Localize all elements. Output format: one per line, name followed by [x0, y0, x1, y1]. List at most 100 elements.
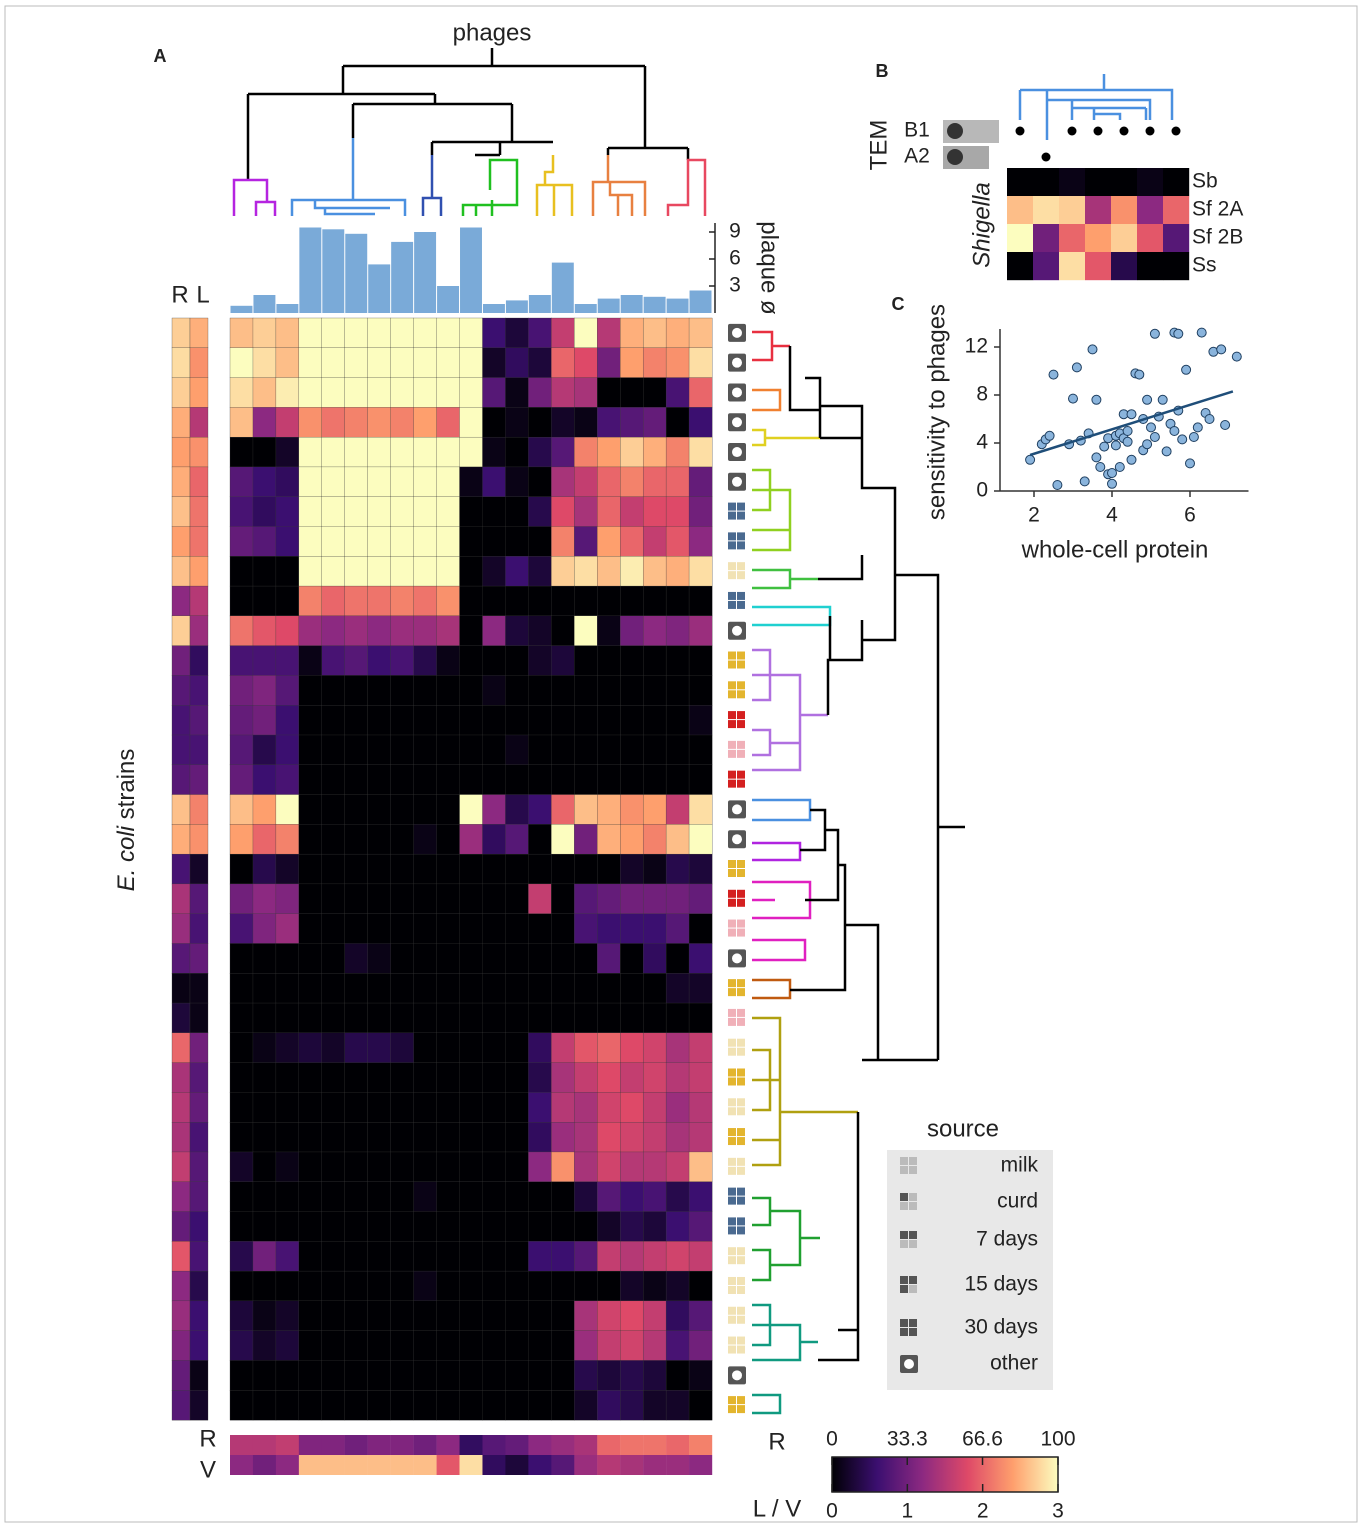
heat-cell: [574, 1271, 597, 1301]
heat-cell: [368, 497, 391, 527]
heat-cell: [230, 1122, 253, 1152]
heat-cell: [276, 467, 299, 497]
icon-dot: [732, 477, 742, 487]
heat-cell: [299, 1331, 322, 1361]
heat-cell: [689, 1063, 712, 1093]
icon-square: [728, 771, 736, 779]
heat-cell: [460, 914, 483, 944]
heat-cell: [253, 1331, 276, 1361]
heat-cell: [597, 1331, 620, 1361]
heat-cell: [391, 407, 414, 437]
heat-cell: [643, 1390, 666, 1420]
heat-cell: [551, 824, 574, 854]
bottom-cell: [597, 1435, 620, 1455]
heat-cell: [276, 556, 299, 586]
source-icon: [728, 354, 746, 372]
heat-cell: [551, 735, 574, 765]
heat-cell: [597, 705, 620, 735]
heat-cell: [689, 1301, 712, 1331]
heat-cell: [620, 646, 643, 676]
heat-cell: [414, 943, 437, 973]
tem-image-head: [947, 149, 963, 165]
bottom-cell: [482, 1435, 505, 1455]
heat-cell: [391, 1271, 414, 1301]
heat-cell: [597, 407, 620, 437]
heat-cell: [643, 675, 666, 705]
point: [1053, 481, 1062, 490]
icon-square: [737, 1247, 745, 1255]
point: [1197, 328, 1206, 337]
point: [1123, 427, 1132, 436]
source-icon: [728, 1277, 745, 1294]
side-cell: [172, 1182, 190, 1212]
bottom-cell: [551, 1435, 574, 1455]
heat-cell: [460, 824, 483, 854]
heat-cell: [460, 556, 483, 586]
source-icon: [728, 1396, 745, 1413]
heat-cell: [551, 1152, 574, 1182]
heat-cell: [276, 973, 299, 1003]
heat-cell: [230, 1331, 253, 1361]
heat-cell: [253, 467, 276, 497]
tem-dot: [1042, 153, 1051, 162]
heat-cell: [551, 467, 574, 497]
heat-cell: [505, 675, 528, 705]
heat-cell: [414, 1271, 437, 1301]
heat-cell: [528, 1033, 551, 1063]
heat-cell: [253, 735, 276, 765]
side-cell: [190, 1241, 208, 1271]
heat-cell: [253, 616, 276, 646]
legend-label: 15 days: [964, 1273, 1038, 1296]
heat-cell: [253, 1271, 276, 1301]
heat-cell: [528, 378, 551, 408]
heat-cell: [574, 1122, 597, 1152]
point: [1158, 395, 1167, 404]
side-cell: [190, 1003, 208, 1033]
heat-cell: [597, 467, 620, 497]
heat-cell: [1033, 168, 1059, 196]
heat-cell: [276, 824, 299, 854]
heat-cell: [391, 1003, 414, 1033]
heat-cell: [437, 437, 460, 467]
heat-cell: [368, 1271, 391, 1301]
heat-cell: [666, 854, 689, 884]
heat-cell: [505, 1301, 528, 1331]
icon-square: [728, 1188, 736, 1196]
heat-cell: [1059, 252, 1085, 280]
y-tick-label: 12: [965, 335, 988, 358]
heat-cell: [505, 795, 528, 825]
heat-cell: [528, 407, 551, 437]
heat-cell: [391, 1360, 414, 1390]
heat-cell: [230, 1390, 253, 1420]
heat-cell: [460, 407, 483, 437]
side-cell: [172, 1271, 190, 1301]
heat-cell: [414, 1152, 437, 1182]
heat-cell: [368, 318, 391, 348]
heat-cell: [391, 348, 414, 378]
source-icon: [728, 830, 746, 848]
heat-cell: [620, 1212, 643, 1242]
icon-square: [728, 869, 736, 877]
heat-cell: [551, 1122, 574, 1152]
heat-cell: [345, 1182, 368, 1212]
icon-square: [737, 750, 745, 758]
heat-cell: [414, 556, 437, 586]
heat-cell: [482, 705, 505, 735]
heat-cell: [299, 467, 322, 497]
point: [1069, 394, 1078, 403]
heat-cell: [230, 1271, 253, 1301]
bottom-cell: [230, 1435, 253, 1455]
heat-cell: [597, 586, 620, 616]
heat-cell: [391, 526, 414, 556]
heat-cell: [414, 1360, 437, 1390]
heat-cell: [528, 914, 551, 944]
heat-cell: [230, 1063, 253, 1093]
side-cell: [172, 1331, 190, 1361]
heat-cell: [505, 943, 528, 973]
heat-cell: [299, 437, 322, 467]
icon-square: [737, 1405, 745, 1413]
heat-cell: [574, 1212, 597, 1242]
heat-cell: [230, 884, 253, 914]
heat-cell: [482, 1033, 505, 1063]
bottom-cell: [482, 1455, 505, 1475]
